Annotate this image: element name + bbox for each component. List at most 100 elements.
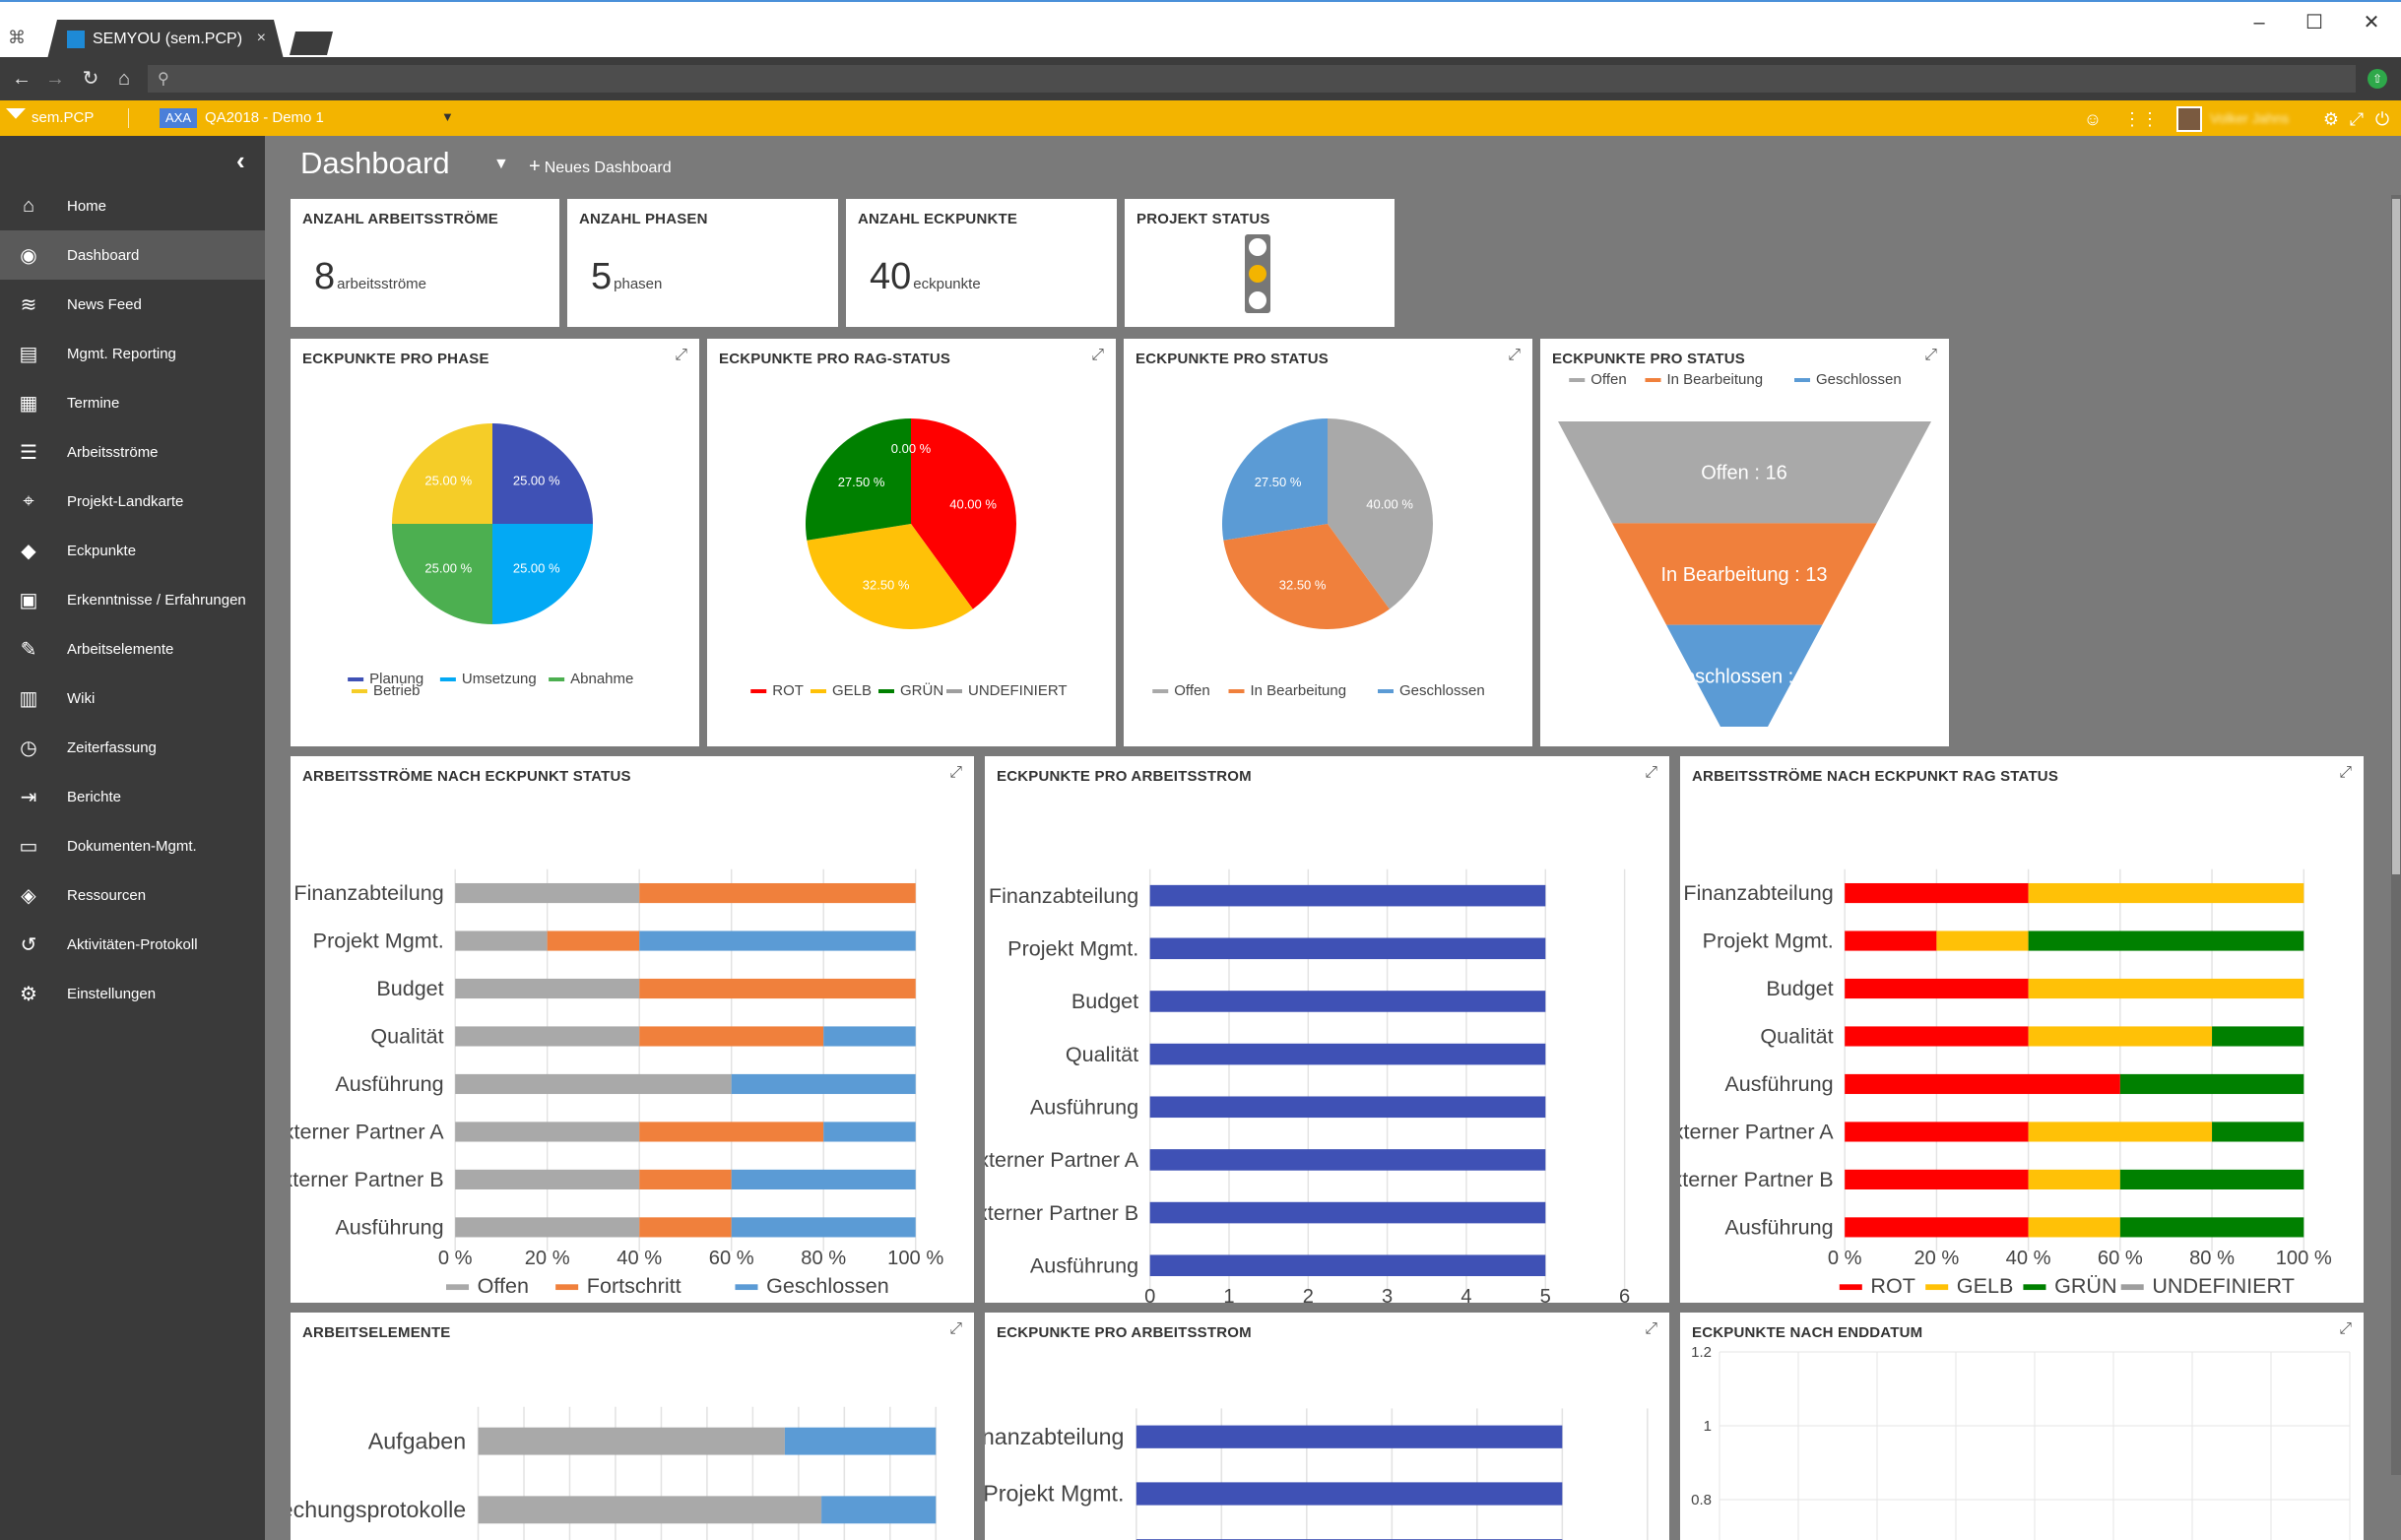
new-tab-button[interactable] — [290, 32, 333, 55]
bar — [1149, 991, 1546, 1012]
smiley-icon[interactable]: ☺ — [2083, 109, 2103, 129]
bar — [455, 1217, 640, 1238]
pie-slice-label: 25.00 % — [424, 473, 472, 487]
scrollbar-thumb[interactable] — [2392, 199, 2400, 874]
power-icon[interactable]: ⏻ — [2374, 109, 2390, 129]
expand-icon[interactable]: ⤢ — [1924, 347, 1937, 363]
sidebar-item-erkenntnisse-erfahrungen[interactable]: ▣ Erkenntnisse / Erfahrungen — [0, 575, 265, 624]
diamond-icon: ◆ — [21, 540, 36, 562]
sidebar-item-einstellungen[interactable]: ⚙ Einstellungen — [0, 969, 265, 1018]
close-tab-icon[interactable]: × — [256, 30, 266, 46]
chart-card-milestones-per-status: ECKPUNKTE PRO STATUS ⤢ 40.00 % 32.50 % 27.… — [1124, 339, 1532, 746]
extension-icon[interactable]: ⇧ — [2368, 69, 2387, 89]
project-select[interactable]: QA2018 - Demo 1 ▼ — [205, 109, 461, 126]
expand-icon[interactable]: ⤢ — [1645, 1320, 1657, 1337]
expand-icon[interactable]: ⤢ — [2339, 1320, 2352, 1337]
bar — [1149, 1149, 1546, 1171]
bar — [731, 1169, 916, 1189]
legend-entry: In Bearbeitung — [1251, 682, 1347, 699]
close-window-icon[interactable]: ✕ — [2363, 12, 2380, 33]
chart-card-milestones-per-phase: ECKPUNKTE PRO PHASE ⤢ 25.00 % 25.00 % 25.0… — [291, 339, 699, 746]
address-bar: ← → ↻ ⌂ ⚲ — [0, 57, 2401, 100]
user-name[interactable]: Volker Jahns — [2210, 110, 2290, 126]
apps-grid-icon[interactable]: ⋮⋮ — [2123, 109, 2159, 129]
bar — [1136, 1425, 1563, 1448]
back-icon[interactable]: ← — [12, 68, 32, 90]
export-icon: ⇥ — [20, 786, 37, 808]
reload-icon[interactable]: ↻ — [82, 68, 99, 90]
expand-icon[interactable]: ⤢ — [949, 1320, 962, 1337]
pie-chart: 25.00 % 25.00 % 25.00 % 25.00 % Planung Umset… — [348, 423, 633, 699]
expand-icon[interactable]: ⤢ — [949, 764, 962, 781]
sidebar-item-label: Mgmt. Reporting — [67, 345, 176, 362]
tick-label: 100 % — [887, 1248, 943, 1269]
url-input[interactable] — [148, 65, 2356, 93]
maximize-icon[interactable]: ☐ — [2305, 12, 2323, 33]
expand-icon[interactable]: ⤢ — [1508, 347, 1521, 363]
app-logo[interactable]: sem.PCP — [6, 108, 94, 126]
sidebar-item-arbeitsströme[interactable]: ☰ Arbeitsströme — [0, 427, 265, 477]
funnel-chart: Offen In Bearbeitung Geschlossen Offen : 16… — [1558, 371, 1931, 727]
sidebar-item-termine[interactable]: ▦ Termine — [0, 378, 265, 427]
scrollbar[interactable] — [2391, 195, 2401, 1475]
bar — [2028, 1122, 2213, 1142]
pie-slice-label: 0.00 % — [891, 441, 932, 456]
kpi-card-phases: ANZAHL PHASEN 5 phasen — [567, 199, 838, 327]
new-dashboard-button[interactable]: + Neues Dashboard — [529, 156, 672, 178]
legend-entry: Offen — [1590, 371, 1626, 388]
sidebar-item-news-feed[interactable]: ≋ News Feed — [0, 280, 265, 329]
rss-icon: ≋ — [20, 293, 37, 316]
sidebar-item-dashboard[interactable]: ◉ Dashboard — [0, 230, 265, 280]
sidebar-item-mgmt-reporting[interactable]: ▤ Mgmt. Reporting — [0, 329, 265, 378]
sidebar-item-home[interactable]: ⌂ Home — [0, 181, 265, 230]
bar — [639, 1026, 824, 1047]
tab-list-icon[interactable]: ⌘ — [8, 28, 26, 47]
expand-icon[interactable]: ⤢ — [1645, 764, 1657, 781]
traffic-light — [1245, 234, 1270, 313]
chart-title: ARBEITSSTRÖME NACH ECKPUNKT RAG STATUS — [1692, 768, 2059, 785]
category-label: Ausführung — [1030, 1252, 1138, 1277]
kpi-title: ANZAHL PHASEN — [579, 211, 708, 227]
fullscreen-icon[interactable]: ⤢ — [2349, 109, 2365, 129]
sidebar-item-ressourcen[interactable]: ◈ Ressourcen — [0, 870, 265, 920]
category-label: Ausführung — [1030, 1094, 1138, 1119]
expand-icon[interactable]: ⤢ — [1091, 347, 1104, 363]
forward-icon[interactable]: → — [45, 68, 65, 90]
sidebar-item-projekt-landkarte[interactable]: ⌖ Projekt-Landkarte — [0, 477, 265, 526]
chart-card-funnel-status: ECKPUNKTE PRO STATUS ⤢ Offen In Bearbeitu… — [1540, 339, 1949, 746]
category-label: Externer Partner A — [291, 1120, 444, 1144]
avatar[interactable] — [2176, 106, 2202, 132]
sidebar-item-wiki[interactable]: ▥ Wiki — [0, 674, 265, 723]
expand-icon[interactable]: ⤢ — [675, 347, 687, 363]
sidebar-item-label: Aktivitäten-Protokoll — [67, 935, 198, 953]
bar — [1136, 1482, 1563, 1506]
sidebar-item-aktivitäten-protokoll[interactable]: ↺ Aktivitäten-Protokoll — [0, 920, 265, 969]
bar — [1149, 884, 1546, 907]
sidebar-item-dokumenten-mgmt[interactable]: ▭ Dokumenten-Mgmt. — [0, 821, 265, 870]
sidebar-item-label: Dashboard — [67, 246, 140, 264]
chevron-left-icon[interactable]: ‹ — [236, 146, 245, 175]
sidebar-item-label: Erkenntnisse / Erfahrungen — [67, 591, 246, 609]
legend-swatch — [811, 689, 826, 693]
sidebar-item-zeiterfassung[interactable]: ◷ Zeiterfassung — [0, 723, 265, 772]
legend-entry: Abnahme — [570, 671, 633, 687]
bar — [731, 1073, 916, 1095]
sidebar-item-berichte[interactable]: ⇥ Berichte — [0, 772, 265, 821]
pie-slice-label: 27.50 % — [838, 475, 885, 489]
bar — [478, 1427, 785, 1455]
sidebar-item-eckpunkte[interactable]: ◆ Eckpunkte — [0, 526, 265, 575]
home-browser-icon[interactable]: ⌂ — [117, 68, 131, 90]
pie-slice — [1222, 418, 1328, 541]
pie-slice-label: 40.00 % — [949, 496, 997, 511]
dashboard-select-chevron-icon[interactable]: ▼ — [493, 156, 509, 172]
expand-icon[interactable]: ⤢ — [2339, 764, 2352, 781]
client-badge: AXA — [160, 108, 198, 128]
browser-tab-active[interactable]: SEMYOU (sem.PCP) × — [47, 20, 284, 59]
sidebar-item-arbeitselemente[interactable]: ✎ Arbeitselemente — [0, 624, 265, 674]
minimize-icon[interactable]: – — [2253, 12, 2265, 33]
gear-icon[interactable]: ⚙ — [2322, 109, 2340, 129]
tick-label: 1.2 — [1691, 1344, 1712, 1361]
legend-swatch — [348, 677, 364, 681]
chart-card-ws-by-status: ARBEITSSTRÖME NACH ECKPUNKT STATUS ⤢ 0 %… — [291, 756, 974, 1303]
map-icon: ⌖ — [23, 489, 34, 512]
